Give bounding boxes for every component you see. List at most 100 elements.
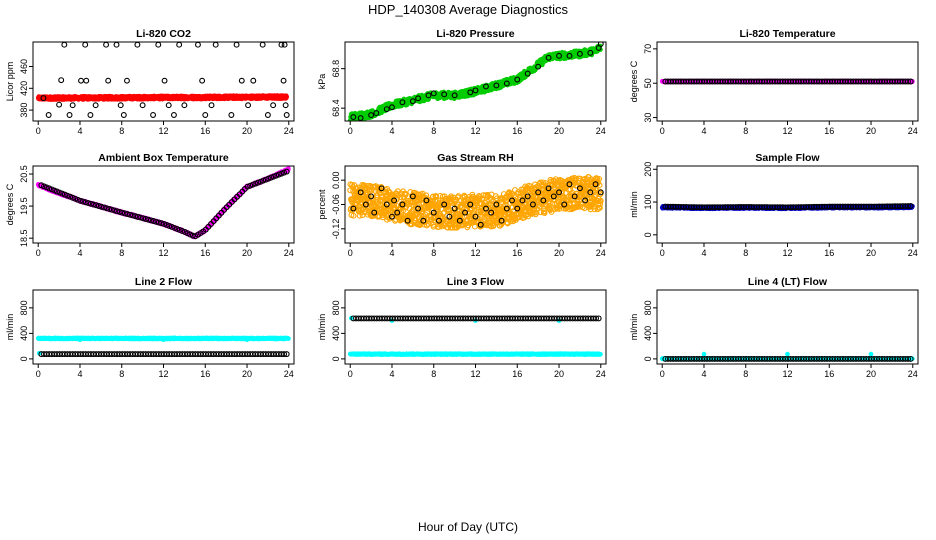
data-point (137, 214, 144, 221)
data-point (273, 172, 280, 179)
data-point (430, 90, 437, 97)
data-point (113, 42, 120, 48)
x-tick-label: 8 (119, 126, 124, 136)
x-tick-label: 16 (824, 126, 834, 136)
data-point (494, 195, 500, 202)
data-point (493, 82, 500, 89)
y-axis-label: degrees C (5, 183, 15, 225)
data-point (521, 197, 528, 204)
data-point (537, 209, 544, 216)
x-tick-label: 16 (200, 126, 210, 136)
series-group (347, 42, 604, 121)
panel-title: Li-820 CO2 (136, 28, 191, 40)
data-point (421, 215, 428, 221)
data-point (103, 205, 110, 212)
data-point (45, 112, 52, 118)
data-point (262, 176, 269, 183)
data-point (283, 168, 290, 175)
data-point (153, 218, 160, 225)
data-point (451, 92, 458, 99)
data-point (268, 174, 274, 181)
data-point (56, 101, 63, 108)
x-tick-label: 24 (284, 126, 294, 136)
x-tick-label: 0 (36, 248, 41, 258)
data-point (566, 52, 573, 59)
data-point (101, 204, 107, 211)
panel-title: Li-820 Temperature (739, 28, 835, 40)
data-point (280, 77, 287, 84)
data-point (255, 179, 261, 186)
data-point (114, 208, 120, 215)
x-tick-label: 20 (554, 126, 564, 136)
x-tick-label: 20 (242, 248, 252, 258)
data-point (93, 202, 100, 209)
data-point (83, 77, 90, 84)
data-point (433, 196, 440, 203)
data-point (284, 94, 289, 99)
data-point (233, 42, 240, 48)
series-group (35, 42, 290, 118)
data-point (597, 42, 604, 47)
data-point (163, 222, 170, 228)
data-point (421, 221, 428, 228)
data-point (264, 112, 271, 118)
data-point (121, 210, 128, 217)
data-point (208, 102, 215, 109)
data-point (82, 42, 89, 48)
data-point (524, 70, 531, 77)
x-tick-label: 16 (200, 248, 210, 258)
x-tick-label: 20 (242, 126, 252, 136)
data-point (58, 77, 65, 84)
data-point (155, 219, 162, 226)
data-point (275, 171, 282, 178)
x-tick-label: 12 (158, 126, 168, 136)
y-tick-label: 18.5 (19, 229, 29, 247)
data-point (409, 98, 416, 105)
data-point (283, 112, 290, 118)
data-point (176, 42, 183, 48)
data-point (134, 213, 141, 220)
data-point (425, 92, 432, 99)
data-point (92, 102, 99, 109)
data-point (166, 223, 173, 229)
data-point (111, 207, 118, 214)
data-point (142, 216, 149, 222)
y-tick-label: 68.8 (331, 60, 341, 78)
series-1 (40, 42, 290, 118)
data-point (176, 227, 183, 233)
data-point (576, 50, 583, 57)
data-point (423, 222, 430, 229)
data-point (145, 216, 152, 223)
data-point (134, 42, 141, 48)
x-tick-label: 12 (158, 248, 168, 258)
data-point (212, 42, 219, 48)
data-point (170, 112, 177, 118)
x-tick-label: 24 (596, 126, 606, 136)
series-group (659, 78, 915, 85)
data-point (350, 114, 357, 121)
data-point (541, 210, 548, 217)
data-point (518, 198, 525, 205)
x-tick-label: 24 (908, 126, 918, 136)
series-1 (350, 42, 604, 121)
data-point (587, 49, 594, 56)
data-point (124, 211, 131, 218)
x-tick-label: 4 (77, 248, 82, 258)
data-point (482, 83, 489, 90)
data-point (545, 54, 552, 61)
x-tick-label: 4 (389, 126, 394, 136)
data-point (98, 203, 105, 210)
data-point (467, 89, 474, 96)
data-point (399, 99, 406, 106)
data-point (78, 77, 84, 84)
data-point (430, 223, 437, 230)
data-point (368, 112, 375, 119)
data-point (165, 102, 172, 109)
data-point (148, 217, 154, 224)
x-tick-label: 4 (701, 126, 706, 136)
data-point (80, 198, 87, 205)
series-0 (347, 174, 604, 231)
